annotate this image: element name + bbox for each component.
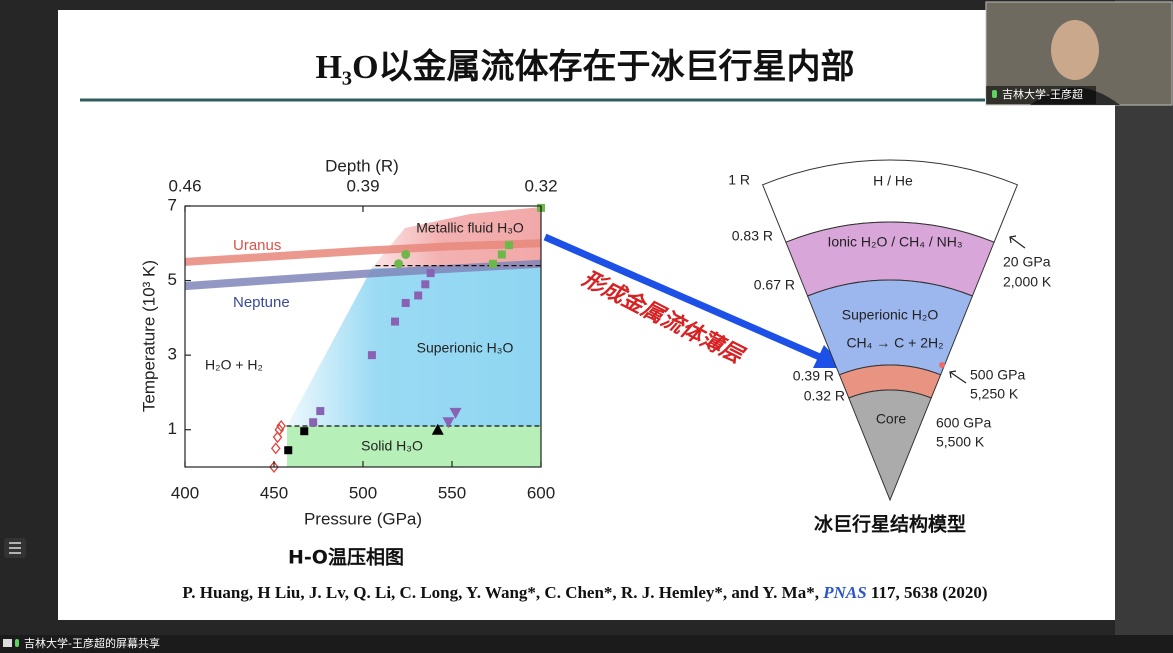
radius-label: 0.32 R	[804, 388, 845, 404]
region-label: Solid H₃O	[361, 438, 423, 454]
figure-caption: H-O温压相图	[288, 547, 404, 569]
marker-dot	[939, 362, 945, 368]
superionic-region	[287, 268, 541, 426]
y-tick-label: 5	[168, 270, 177, 289]
x-tick-label: 600	[527, 483, 555, 502]
curve-label: Uranus	[233, 237, 281, 254]
region-label: Superionic H₃O	[417, 340, 514, 356]
layer-label: H / He	[873, 173, 913, 189]
radius-label: 0.39 R	[793, 368, 834, 384]
layer-label: Ionic H₂O / CH₄ / NH₃	[827, 234, 962, 250]
data-point	[272, 431, 283, 444]
temperature-label: 5,500 K	[936, 434, 985, 450]
y-tick-label: 1	[168, 419, 177, 438]
side-button[interactable]	[4, 538, 26, 558]
data-point	[414, 291, 423, 300]
data-point	[421, 280, 430, 289]
camera-name-bg	[986, 86, 1096, 104]
layer-label: CH₄ → C + 2H₂	[846, 335, 943, 351]
planet-curve	[184, 259, 542, 291]
data-point	[504, 241, 513, 250]
y-tick-label: 3	[168, 345, 177, 364]
data-point	[300, 427, 309, 436]
pressure-label: 600 GPa	[936, 415, 991, 431]
data-point	[284, 446, 293, 455]
data-point	[449, 407, 462, 419]
data-point	[442, 417, 455, 429]
data-point	[426, 269, 435, 278]
side-strip	[1115, 0, 1173, 635]
screen-icon	[3, 639, 12, 647]
data-point	[391, 317, 400, 326]
phase-diagram: Uranus Neptune 1 3 5 7 400 450 500 550 600 0.46 0.39…	[168, 176, 558, 502]
data-point	[270, 442, 281, 455]
region-label: Metallic fluid H₃O	[416, 220, 524, 236]
planet-curve	[184, 239, 542, 266]
data-point	[431, 423, 444, 435]
pressure-label: 20 GPa	[1003, 254, 1051, 270]
pointer-arrows	[949, 235, 1026, 384]
camera-person	[1051, 20, 1099, 80]
y-tick-label: 7	[168, 195, 177, 214]
solid-region	[287, 426, 541, 467]
x2-tick-label: 0.46	[168, 176, 201, 195]
citation: P. Huang, H Liu, J. Lv, Q. Li, C. Long, …	[182, 583, 987, 602]
x2-axis-title: Depth (R)	[325, 156, 399, 175]
layer-label: Superionic H₂O	[842, 307, 939, 323]
x-tick-label: 400	[171, 483, 199, 502]
data-point	[316, 407, 325, 416]
x2-tick-label: 0.32	[524, 176, 557, 195]
share-label: 吉林大学-王彦超的屏幕共享	[24, 636, 160, 650]
x-axis-title: Pressure (GPa)	[304, 509, 422, 528]
model-caption: 冰巨行星结构模型	[814, 513, 966, 536]
x-tick-label: 500	[349, 483, 377, 502]
data-point	[269, 460, 279, 474]
x2-tick-label: 0.39	[346, 176, 379, 195]
data-point	[309, 418, 318, 427]
data-point	[274, 423, 285, 436]
x-tick-label: 550	[438, 483, 466, 502]
camera-name: 吉林大学-王彦超	[1002, 87, 1083, 101]
slide-title: H₃O以金属流体存在于冰巨行星内部	[315, 47, 854, 86]
data-point	[401, 249, 411, 259]
radius-label: 0.67 R	[754, 277, 795, 293]
radius-label: 0.83 R	[732, 228, 773, 244]
data-point	[394, 259, 404, 269]
status-bar	[0, 635, 1173, 653]
y-axis-title: Temperature (10³ K)	[139, 260, 158, 412]
temperature-label: 5,250 K	[970, 386, 1019, 402]
x-tick-label: 450	[260, 483, 288, 502]
data-point	[488, 259, 497, 268]
data-point	[401, 298, 410, 307]
arrow	[543, 233, 824, 362]
data-point	[497, 250, 506, 259]
region-label: H₂O + H₂	[205, 357, 263, 373]
data-point	[276, 419, 286, 433]
temperature-label: 2,000 K	[1003, 274, 1052, 290]
citation-journal[interactable]: PNAS	[822, 583, 866, 602]
mic-icon	[15, 639, 19, 647]
curve-label: Neptune	[233, 294, 290, 311]
mic-icon	[992, 90, 997, 98]
citation-authors: P. Huang, H Liu, J. Lv, Q. Li, C. Long, …	[182, 583, 823, 602]
citation-reference: 117, 5638 (2020)	[867, 583, 988, 602]
layer-label: Core	[876, 411, 907, 427]
pressure-label: 500 GPa	[970, 367, 1025, 383]
radius-label: 1 R	[728, 172, 750, 188]
layer-core	[848, 389, 932, 502]
data-point	[367, 351, 376, 360]
